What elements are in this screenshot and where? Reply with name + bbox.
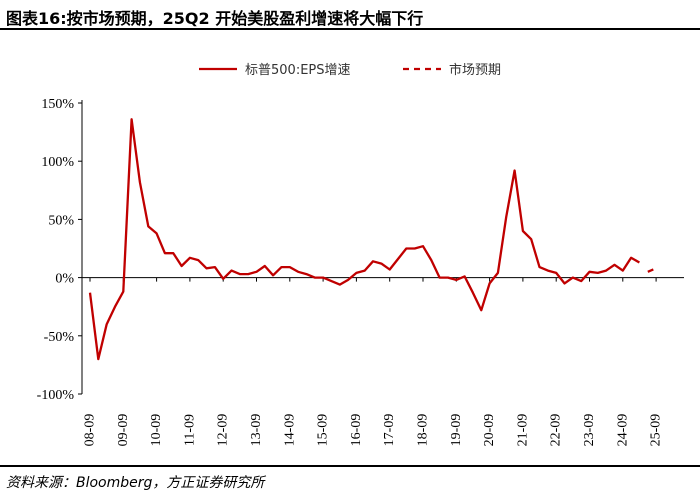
legend-label-eps-growth: 标普500:EPS增速 (245, 63, 351, 78)
y-tick-label: 0% (55, 272, 74, 287)
chart-axes: -100% -50% 0% 50% 100% 150% 08-09 09-09 10-09 11-… (37, 97, 684, 446)
x-tick-label: 20-09 (482, 414, 497, 447)
y-tick-label: -50% (44, 330, 75, 345)
y-tick-label: 100% (41, 155, 74, 170)
x-tick-label: 17-09 (382, 414, 397, 447)
series-line-eps-growth (88, 118, 640, 361)
x-tick-label: 22-09 (549, 414, 564, 447)
x-tick-label: 21-09 (515, 414, 530, 447)
legend-label-market-expectation: 市场预期 (449, 62, 501, 78)
x-tick-label: 10-09 (149, 414, 164, 447)
x-tick-label: 19-09 (449, 414, 464, 447)
footer-rule (0, 465, 700, 467)
title-rule (0, 28, 700, 30)
x-tick-label: 24-09 (615, 414, 630, 447)
y-tick-label: 150% (41, 97, 74, 112)
x-tick-label: 18-09 (416, 414, 431, 447)
x-tick-label: 15-09 (316, 414, 331, 447)
x-tick-label: 23-09 (582, 414, 597, 447)
x-tick-label: 14-09 (282, 414, 297, 447)
x-tick-label: 25-09 (649, 414, 664, 447)
chart-title: 图表16:按市场预期，25Q2 开始美股盈利增速将大幅下行 (6, 9, 424, 28)
y-tick-label: 50% (48, 213, 74, 228)
source-note: 资料来源：Bloomberg，方正证券研究所 (6, 475, 265, 491)
series-line-market-expectation (647, 267, 657, 273)
x-tick-label: 12-09 (216, 414, 231, 447)
x-tick-label: 09-09 (116, 414, 131, 447)
chart-legend: 标普500:EPS增速 市场预期 (199, 62, 501, 78)
y-tick-label: -100% (37, 388, 75, 403)
x-tick-label: 08-09 (83, 414, 98, 447)
chart-series (88, 118, 657, 361)
x-tick-label: 11-09 (182, 414, 197, 446)
x-tick-label: 16-09 (349, 414, 364, 447)
x-tick-label: 13-09 (249, 414, 264, 447)
